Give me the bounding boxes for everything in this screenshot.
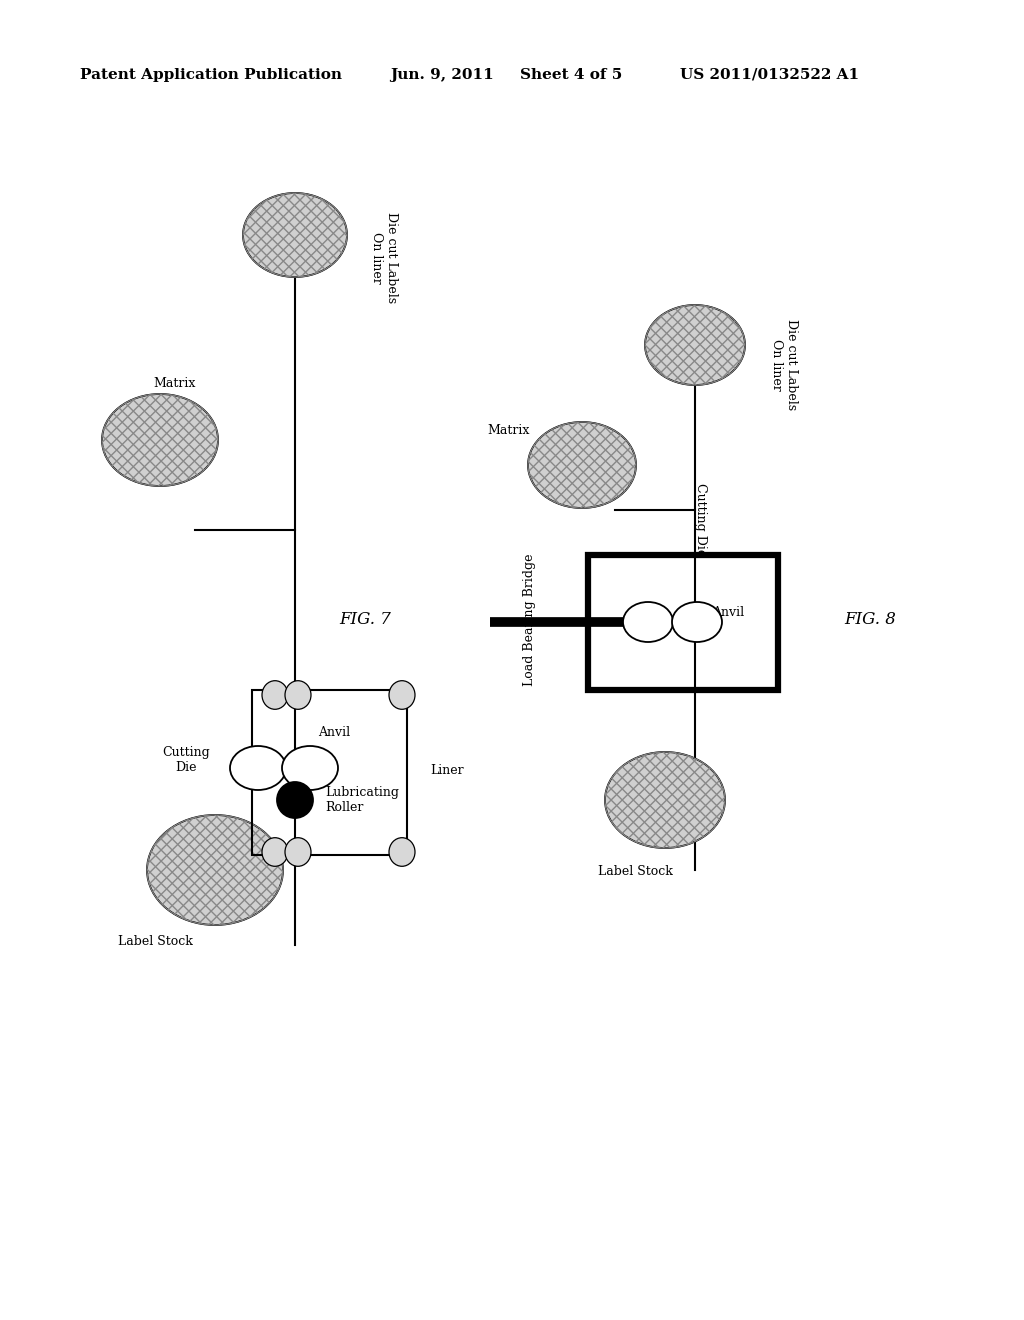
Text: Matrix: Matrix bbox=[154, 378, 197, 389]
Text: Matrix: Matrix bbox=[487, 424, 530, 437]
Ellipse shape bbox=[389, 681, 415, 709]
Text: Lubricating
Roller: Lubricating Roller bbox=[325, 785, 399, 814]
Text: Patent Application Publication: Patent Application Publication bbox=[80, 69, 342, 82]
Circle shape bbox=[278, 781, 313, 818]
Text: Anvil: Anvil bbox=[712, 606, 744, 619]
Ellipse shape bbox=[102, 393, 218, 486]
Ellipse shape bbox=[285, 838, 311, 866]
Text: Jun. 9, 2011: Jun. 9, 2011 bbox=[390, 69, 494, 82]
Text: US 2011/0132522 A1: US 2011/0132522 A1 bbox=[680, 69, 859, 82]
Text: Label Stock: Label Stock bbox=[118, 935, 193, 948]
Text: Load Bearing Bridge: Load Bearing Bridge bbox=[523, 554, 537, 686]
Bar bbox=[588, 554, 778, 690]
Text: Die cut Labels
On liner: Die cut Labels On liner bbox=[370, 213, 398, 304]
Text: Label Stock: Label Stock bbox=[598, 865, 673, 878]
Ellipse shape bbox=[230, 746, 286, 789]
Ellipse shape bbox=[528, 422, 636, 508]
Ellipse shape bbox=[262, 838, 288, 866]
Bar bbox=[252, 690, 407, 855]
Ellipse shape bbox=[645, 305, 745, 385]
Text: Sheet 4 of 5: Sheet 4 of 5 bbox=[520, 69, 623, 82]
Text: Liner: Liner bbox=[430, 763, 464, 776]
Text: Cutting Die: Cutting Die bbox=[693, 483, 707, 557]
Ellipse shape bbox=[285, 681, 311, 709]
Ellipse shape bbox=[243, 193, 347, 277]
Ellipse shape bbox=[147, 814, 283, 925]
Ellipse shape bbox=[262, 681, 288, 709]
Ellipse shape bbox=[672, 602, 722, 642]
Ellipse shape bbox=[623, 602, 673, 642]
Ellipse shape bbox=[605, 752, 725, 847]
Text: FIG. 7: FIG. 7 bbox=[339, 611, 391, 628]
Ellipse shape bbox=[282, 746, 338, 789]
Text: FIG. 8: FIG. 8 bbox=[844, 611, 896, 628]
Text: Anvil: Anvil bbox=[318, 726, 350, 739]
Text: Die cut Labels
On liner: Die cut Labels On liner bbox=[770, 319, 798, 411]
Text: Cutting
Die: Cutting Die bbox=[162, 746, 210, 774]
Ellipse shape bbox=[389, 838, 415, 866]
